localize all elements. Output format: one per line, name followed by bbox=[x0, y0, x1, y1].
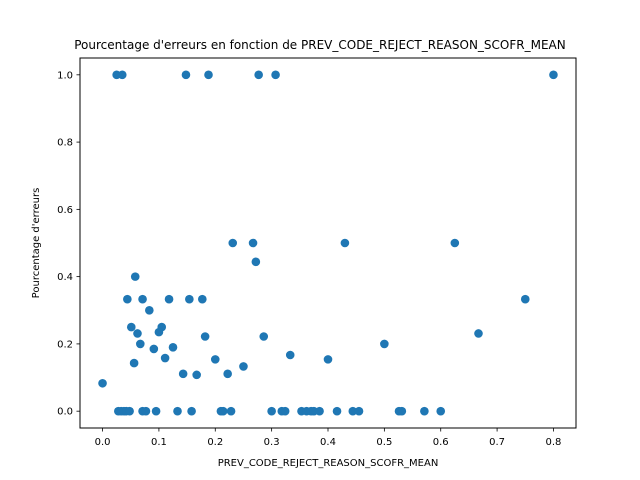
x-tick-label: 0.2 bbox=[207, 437, 223, 448]
y-tick-label: 0.6 bbox=[57, 205, 73, 216]
data-point bbox=[271, 70, 280, 80]
data-point bbox=[130, 272, 140, 281]
data-point bbox=[185, 294, 194, 304]
y-tick-label: 0.4 bbox=[57, 272, 73, 283]
data-point bbox=[210, 355, 220, 364]
y-tick-label: 0.2 bbox=[57, 339, 73, 350]
chart-title: Pourcentage d'erreurs en fonction de PRE… bbox=[74, 38, 565, 52]
data-point bbox=[141, 406, 151, 416]
data-point bbox=[198, 294, 207, 304]
axis-ticks: 0.0 0.1 0.2 0.3 0.4 0.5 0.6 0.7 0.8 0.0 0.2 0.4 0.6 0… bbox=[57, 70, 561, 448]
data-point bbox=[181, 70, 191, 80]
data-point bbox=[226, 406, 236, 416]
data-point bbox=[239, 362, 248, 371]
data-point bbox=[340, 238, 350, 248]
data-point bbox=[280, 406, 290, 416]
data-point bbox=[520, 294, 530, 304]
data-point bbox=[348, 406, 358, 416]
data-point bbox=[126, 322, 136, 332]
plot-area-frame bbox=[79, 57, 577, 429]
x-tick-label: 0.6 bbox=[433, 437, 449, 448]
data-point bbox=[397, 406, 407, 416]
data-point bbox=[332, 406, 342, 416]
data-point bbox=[187, 406, 196, 416]
data-point bbox=[474, 329, 483, 338]
y-tick-label: 0.0 bbox=[57, 407, 73, 418]
y-tick-label: 1.0 bbox=[57, 70, 73, 81]
data-point bbox=[323, 355, 333, 364]
data-point bbox=[380, 339, 389, 349]
data-point bbox=[354, 406, 364, 416]
data-point bbox=[160, 353, 170, 363]
x-tick-label: 0.3 bbox=[264, 437, 280, 448]
data-point bbox=[123, 294, 132, 304]
x-tick-label: 0.8 bbox=[546, 437, 562, 448]
data-point bbox=[450, 238, 460, 248]
data-point bbox=[125, 406, 134, 416]
data-point bbox=[228, 238, 238, 248]
x-axis-label: PREV_CODE_REJECT_REASON_SCOFR_MEAN bbox=[218, 458, 439, 469]
data-point bbox=[436, 406, 446, 416]
data-point bbox=[254, 70, 263, 80]
x-tick-label: 0.1 bbox=[151, 437, 167, 448]
data-point bbox=[200, 332, 210, 341]
data-point bbox=[129, 358, 139, 368]
data-point bbox=[204, 70, 213, 80]
data-point bbox=[133, 329, 142, 338]
y-tick-label: 0.8 bbox=[57, 138, 73, 149]
y-axis-label: Pourcentage d'erreurs bbox=[31, 188, 42, 299]
x-tick-label: 0.4 bbox=[320, 437, 336, 448]
data-point bbox=[549, 70, 558, 80]
data-point bbox=[315, 406, 324, 416]
data-point bbox=[149, 344, 159, 354]
data-point bbox=[98, 378, 107, 388]
data-point bbox=[145, 305, 154, 315]
data-point bbox=[168, 342, 178, 352]
x-tick-label: 0.5 bbox=[376, 437, 392, 448]
x-tick-label: 0.0 bbox=[95, 437, 111, 448]
data-point bbox=[154, 327, 164, 337]
data-point bbox=[192, 370, 201, 380]
data-point bbox=[218, 406, 228, 416]
data-point bbox=[136, 339, 145, 349]
x-tick-label: 0.7 bbox=[489, 437, 505, 448]
data-point bbox=[420, 406, 429, 416]
data-point bbox=[223, 369, 232, 379]
data-point bbox=[173, 406, 182, 416]
data-point bbox=[285, 350, 295, 360]
data-point bbox=[164, 294, 174, 304]
data-point bbox=[248, 238, 258, 248]
data-point bbox=[138, 294, 147, 304]
data-point bbox=[259, 332, 269, 341]
data-point bbox=[178, 369, 188, 379]
data-point bbox=[251, 257, 261, 267]
data-points bbox=[98, 70, 558, 416]
data-point bbox=[151, 406, 161, 416]
data-point bbox=[117, 70, 127, 80]
data-point bbox=[267, 406, 276, 416]
